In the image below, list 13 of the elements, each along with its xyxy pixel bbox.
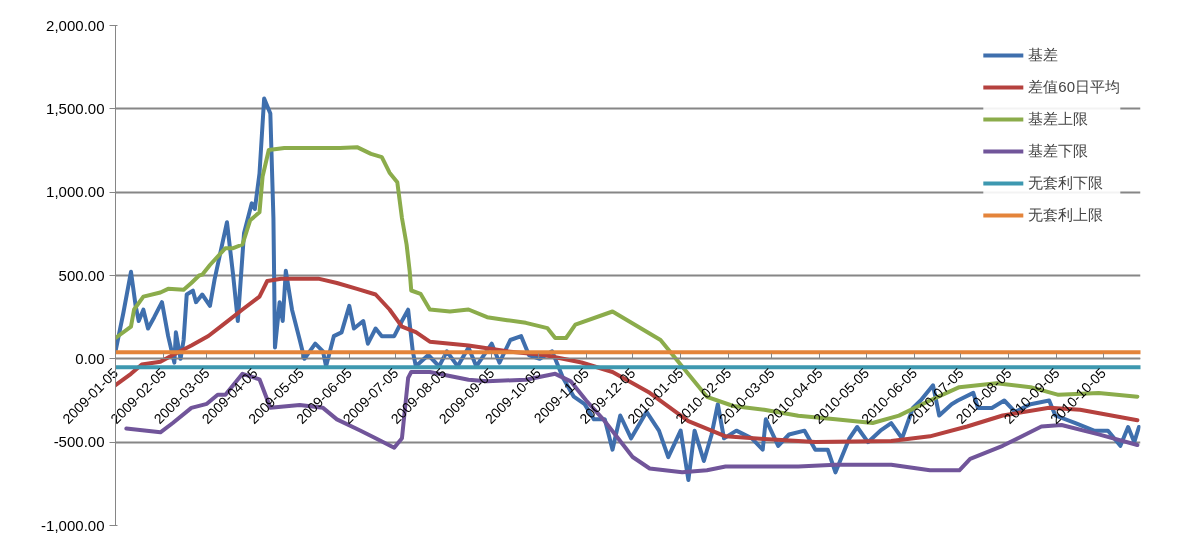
y-tick-label: 500.00 — [58, 266, 105, 284]
legend-label: 差值60日平均 — [1028, 77, 1120, 97]
y-tick-label: 1,000.00 — [46, 183, 105, 201]
y-tick-label: 1,500.00 — [46, 99, 105, 117]
legend-label: 基差 — [1028, 45, 1059, 65]
legend-label: 无套利下限 — [1028, 173, 1104, 193]
y-tick-label: 0.00 — [75, 349, 105, 367]
y-tick-label: -1,000.00 — [41, 516, 105, 534]
y-tick-label: -500.00 — [53, 433, 105, 451]
legend-label: 无套利上限 — [1028, 205, 1104, 225]
legend-label: 基差下限 — [1028, 141, 1089, 161]
legend-label: 基差上限 — [1028, 109, 1089, 129]
y-tick-label: 2,000.00 — [46, 16, 105, 34]
